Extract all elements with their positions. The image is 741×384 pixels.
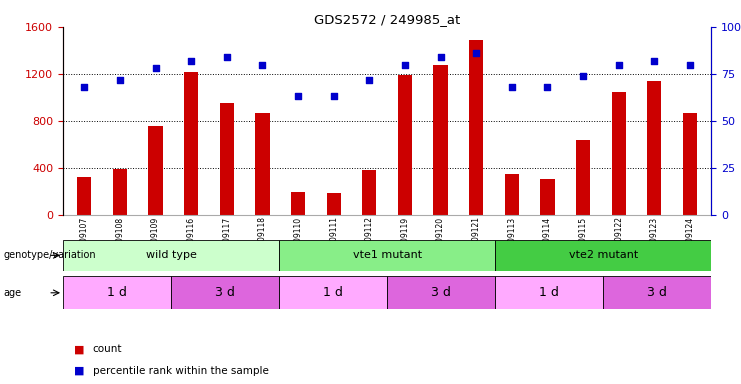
Bar <box>327 193 341 215</box>
Bar <box>647 81 662 215</box>
Point <box>256 61 268 68</box>
Bar <box>495 276 603 309</box>
Point <box>577 73 589 79</box>
Text: vte1 mutant: vte1 mutant <box>353 250 422 260</box>
Point <box>542 84 554 90</box>
Text: age: age <box>4 288 21 298</box>
Bar <box>77 177 91 215</box>
Text: vte2 mutant: vte2 mutant <box>568 250 638 260</box>
Bar <box>505 174 519 215</box>
Text: 3 d: 3 d <box>215 286 235 299</box>
Bar <box>220 103 234 215</box>
Point <box>648 58 660 64</box>
Bar <box>63 276 171 309</box>
Bar <box>611 91 626 215</box>
Bar <box>113 169 127 215</box>
Text: 1 d: 1 d <box>539 286 559 299</box>
Bar <box>148 126 163 215</box>
Bar <box>279 276 387 309</box>
Text: percentile rank within the sample: percentile rank within the sample <box>93 366 268 376</box>
Point <box>613 61 625 68</box>
Point <box>435 54 447 60</box>
Bar <box>291 192 305 215</box>
Bar <box>683 113 697 215</box>
Text: 1 d: 1 d <box>323 286 343 299</box>
Bar <box>433 65 448 215</box>
Bar <box>469 40 483 215</box>
Bar <box>540 179 554 215</box>
Text: 3 d: 3 d <box>431 286 451 299</box>
Point <box>328 93 339 99</box>
Point <box>185 58 197 64</box>
Point <box>79 84 90 90</box>
Point <box>292 93 304 99</box>
Bar <box>576 140 591 215</box>
Bar <box>184 71 199 215</box>
Text: 3 d: 3 d <box>648 286 667 299</box>
Bar <box>495 240 711 271</box>
Bar <box>63 240 279 271</box>
Point <box>471 50 482 56</box>
Point <box>363 76 375 83</box>
Title: GDS2572 / 249985_at: GDS2572 / 249985_at <box>314 13 460 26</box>
Bar <box>279 240 495 271</box>
Text: count: count <box>93 344 122 354</box>
Text: 1 d: 1 d <box>107 286 127 299</box>
Point <box>150 65 162 71</box>
Bar <box>171 276 279 309</box>
Text: genotype/variation: genotype/variation <box>4 250 96 260</box>
Point <box>221 54 233 60</box>
Bar <box>398 75 412 215</box>
Text: ■: ■ <box>74 366 84 376</box>
Text: wild type: wild type <box>146 250 196 260</box>
Bar <box>603 276 711 309</box>
Bar <box>256 113 270 215</box>
Point <box>684 61 696 68</box>
Text: ■: ■ <box>74 344 84 354</box>
Point <box>506 84 518 90</box>
Bar <box>362 170 376 215</box>
Point <box>114 76 126 83</box>
Bar <box>387 276 495 309</box>
Point <box>399 61 411 68</box>
